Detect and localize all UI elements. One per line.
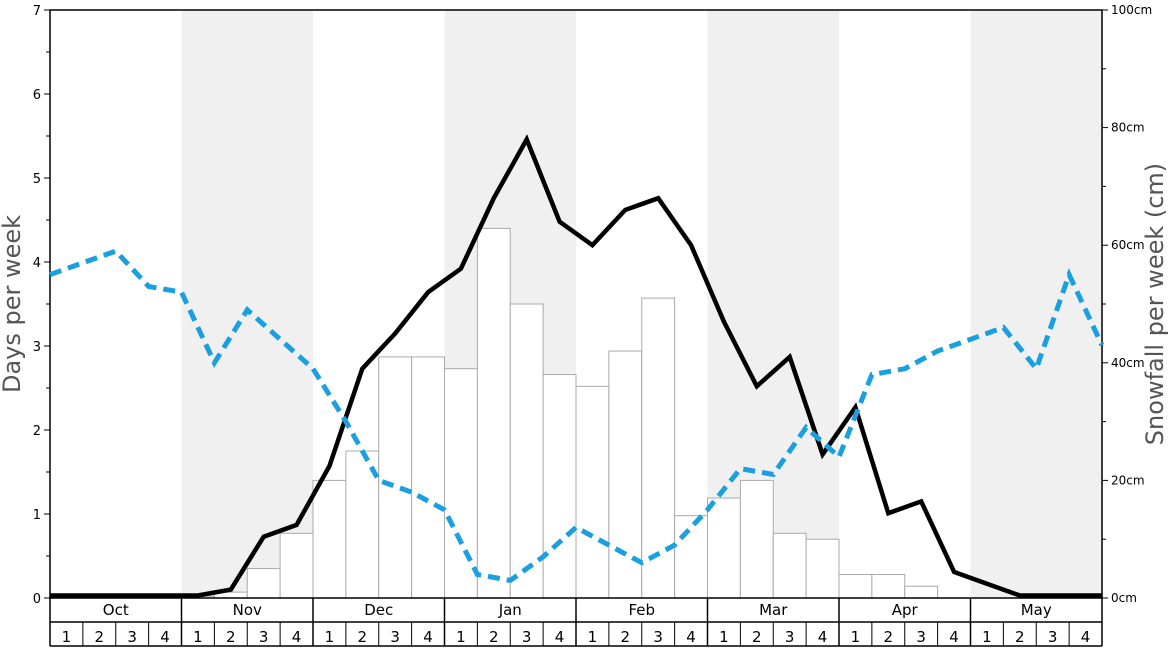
left-tick-label: 2 bbox=[33, 424, 41, 439]
bar-week-26 bbox=[871, 573, 906, 599]
bar-week-12 bbox=[411, 356, 445, 599]
month-shade-may bbox=[970, 10, 1102, 598]
month-label-feb: Feb bbox=[628, 601, 655, 619]
month-label-dec: Dec bbox=[364, 601, 393, 619]
week-label: 4 bbox=[949, 628, 959, 646]
month-label-nov: Nov bbox=[233, 601, 262, 619]
x-axis-table: Oct 1 2 3 4 Nov 1 2 3 4 Dec 1 2 3 4 Jan 1 2 3 4 Feb 1 2 3 4 Mar 1 2… bbox=[49, 598, 1103, 647]
bar-week-27 bbox=[904, 585, 939, 599]
week-label: 3 bbox=[127, 628, 137, 646]
week-label: 1 bbox=[325, 628, 335, 646]
bar-week-25 bbox=[838, 573, 873, 599]
right-tick-label: 80cm bbox=[1111, 121, 1145, 135]
week-label: 1 bbox=[982, 628, 992, 646]
week-label: 1 bbox=[719, 628, 729, 646]
month-label-mar: Mar bbox=[759, 601, 788, 619]
bar-week-9 bbox=[312, 479, 347, 599]
week-label: 3 bbox=[785, 628, 795, 646]
left-tick-label: 0 bbox=[33, 592, 41, 607]
bar-week-18 bbox=[608, 350, 643, 599]
right-tick-label: 0cm bbox=[1111, 591, 1137, 605]
bar-week-21 bbox=[707, 497, 741, 599]
week-label: 2 bbox=[358, 628, 368, 646]
left-tick-label: 3 bbox=[33, 340, 41, 355]
bar-week-13 bbox=[444, 368, 478, 599]
left-axis: 0 1 2 3 4 5 6 7 bbox=[33, 4, 50, 607]
month-label-oct: Oct bbox=[103, 601, 129, 619]
bar-week-16 bbox=[542, 374, 577, 599]
bar-week-15 bbox=[509, 303, 544, 599]
week-label: 2 bbox=[1015, 628, 1025, 646]
week-label: 2 bbox=[621, 628, 631, 646]
week-label: 4 bbox=[686, 628, 696, 646]
week-label: 4 bbox=[1081, 628, 1091, 646]
right-tick-label: 60cm bbox=[1111, 238, 1145, 252]
left-tick-label: 6 bbox=[33, 88, 41, 103]
bar-week-14 bbox=[476, 227, 511, 599]
left-axis-title: Days per week bbox=[0, 215, 26, 393]
week-label: 4 bbox=[818, 628, 828, 646]
week-label: 1 bbox=[456, 628, 466, 646]
week-label: 3 bbox=[916, 628, 926, 646]
month-label-apr: Apr bbox=[892, 601, 919, 619]
week-label: 3 bbox=[259, 628, 269, 646]
right-axis: 0cm 20cm 40cm 60cm 80cm 100cm bbox=[1102, 3, 1152, 605]
week-label: 2 bbox=[489, 628, 499, 646]
right-tick-label: 100cm bbox=[1111, 3, 1152, 17]
month-label-may: May bbox=[1021, 601, 1052, 619]
bar-week-17 bbox=[575, 385, 610, 599]
week-label: 3 bbox=[390, 628, 400, 646]
bar-week-23 bbox=[772, 532, 807, 599]
right-tick-label: 20cm bbox=[1111, 473, 1145, 487]
left-tick-label: 1 bbox=[33, 508, 41, 523]
line-series bbox=[49, 134, 1105, 598]
week-label: 3 bbox=[653, 628, 663, 646]
left-tick-label: 5 bbox=[33, 172, 41, 187]
month-label-jan: Jan bbox=[498, 601, 522, 619]
dashed-series-line bbox=[49, 248, 1105, 584]
week-label: 3 bbox=[522, 628, 532, 646]
week-label: 2 bbox=[752, 628, 762, 646]
week-label: 1 bbox=[193, 628, 203, 646]
bar-week-22 bbox=[739, 479, 774, 599]
week-label: 2 bbox=[884, 628, 894, 646]
week-label: 4 bbox=[423, 628, 433, 646]
week-label: 1 bbox=[588, 628, 598, 646]
solid-series-line bbox=[50, 134, 1102, 598]
week-label: 3 bbox=[1048, 628, 1058, 646]
week-label: 2 bbox=[95, 628, 105, 646]
week-label: 4 bbox=[555, 628, 565, 646]
week-label: 4 bbox=[160, 628, 170, 646]
bar-week-11 bbox=[378, 356, 413, 599]
week-label: 1 bbox=[851, 628, 861, 646]
week-label: 2 bbox=[226, 628, 236, 646]
month-shade-nov bbox=[181, 10, 313, 598]
right-tick-label: 40cm bbox=[1111, 356, 1145, 370]
bar-week-24 bbox=[805, 538, 840, 599]
bar-week-7 bbox=[246, 568, 281, 599]
bar-week-20 bbox=[674, 515, 708, 599]
left-tick-label: 7 bbox=[33, 4, 41, 19]
bar-week-8 bbox=[279, 532, 314, 599]
week-label: 1 bbox=[62, 628, 72, 646]
week-label: 4 bbox=[292, 628, 302, 646]
right-axis-title: Snowfall per week (cm) bbox=[1141, 163, 1168, 445]
left-tick-label: 4 bbox=[33, 256, 41, 271]
